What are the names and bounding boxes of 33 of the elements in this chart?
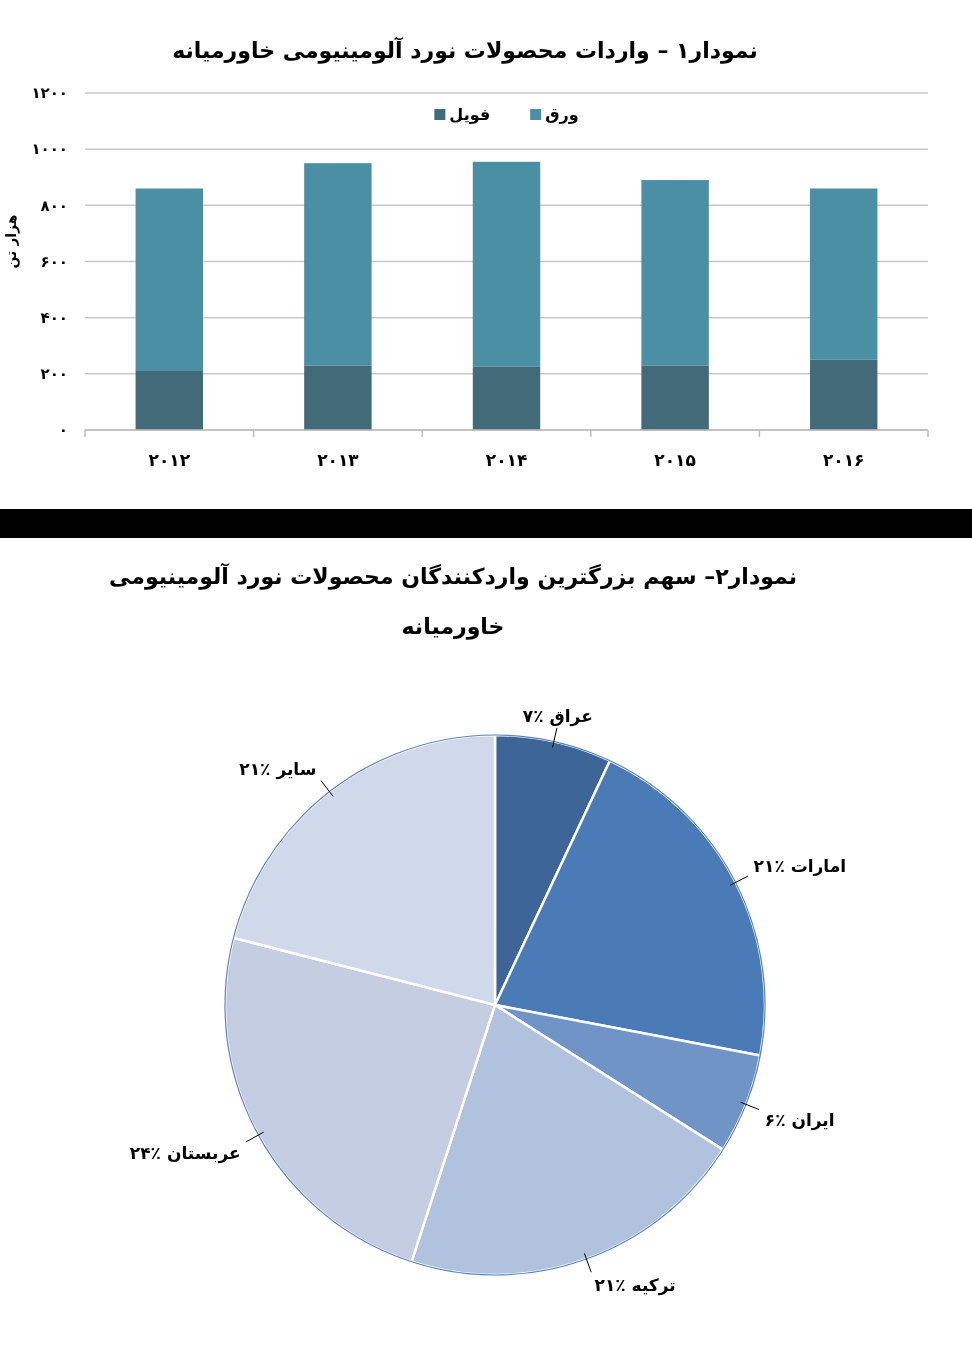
- x-tick-label: ۲۰۱۶: [822, 450, 865, 471]
- x-tick-label: ۲۰۱۲: [148, 450, 191, 471]
- slice-label: عراق ٪۷: [522, 705, 593, 727]
- x-tick-label: ۲۰۱۳: [317, 450, 360, 471]
- x-tick-label: ۲۰۱۴: [485, 450, 528, 471]
- bar: [304, 365, 372, 430]
- legend-label: ورق: [545, 105, 579, 124]
- bar: [135, 371, 204, 430]
- y-tick-label: ۶۰۰: [40, 252, 68, 271]
- y-tick-label: ۱۰۰۰: [31, 140, 68, 159]
- slice-label: سایر ٪۲۱: [239, 759, 317, 781]
- x-tick-label: ۲۰۱۵: [654, 450, 696, 471]
- y-tick-label: ۴۰۰: [40, 308, 68, 327]
- bar: [809, 188, 878, 360]
- slice-label: امارات ٪۲۱: [753, 856, 847, 877]
- slice-label: عربستان ٪۲۴: [129, 1142, 241, 1164]
- legend-label: فویل: [449, 105, 491, 124]
- y-tick-label: ۰: [58, 421, 68, 440]
- bar: [641, 365, 709, 430]
- bar: [641, 180, 709, 366]
- y-axis-title: هزار تن: [3, 214, 20, 269]
- y-tick-label: ۲۰۰: [40, 365, 68, 384]
- bar: [809, 359, 878, 430]
- y-tick-label: ۸۰۰: [40, 196, 68, 215]
- bar: [304, 163, 372, 366]
- chart-title: نمودار۱ – واردات محصولات نورد آلومینیومی خاورمیانه: [172, 36, 758, 64]
- chart-title: نمودار۲– سهم بزرگترین واردکنندگان محصولات نورد آلومینیومی خاورمیانه: [109, 562, 797, 640]
- bar: [472, 366, 541, 430]
- bar: [472, 161, 541, 367]
- bar: [135, 188, 204, 372]
- slice-label: ایران ٪۶: [764, 1110, 835, 1132]
- y-tick-label: ۱۲۰۰: [31, 84, 68, 103]
- slice-label: ترکیه ٪۲۱: [594, 1274, 676, 1296]
